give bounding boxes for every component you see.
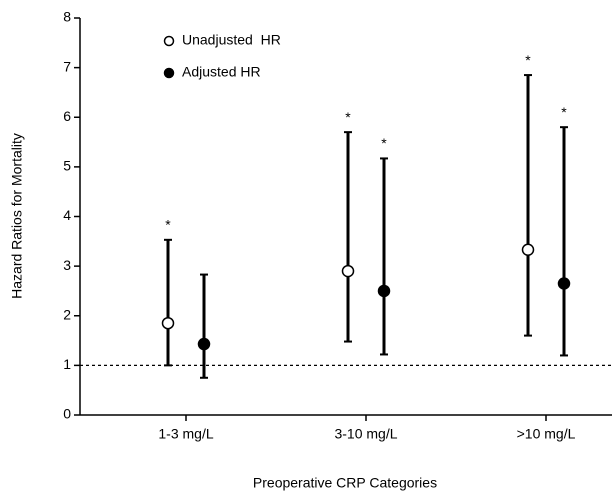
legend-marker bbox=[163, 35, 175, 47]
point bbox=[341, 264, 355, 278]
y-tick-label: 2 bbox=[63, 306, 71, 322]
significance-label: * bbox=[381, 135, 387, 151]
point bbox=[197, 337, 211, 351]
y-tick-label: 1 bbox=[63, 356, 71, 372]
y-tick-label: 3 bbox=[63, 257, 71, 273]
x-tick-label: 3-10 mg/L bbox=[334, 426, 397, 442]
y-tick-label: 4 bbox=[63, 207, 71, 223]
legend-marker bbox=[163, 67, 175, 79]
significance-label: * bbox=[345, 109, 351, 125]
y-tick-label: 7 bbox=[63, 58, 71, 74]
legend-label: Adjusted HR bbox=[182, 64, 261, 80]
y-tick-label: 8 bbox=[63, 9, 71, 25]
x-tick-label: >10 mg/L bbox=[517, 426, 576, 442]
x-axis-label: Preoperative CRP Categories bbox=[253, 475, 437, 491]
y-tick-label: 6 bbox=[63, 108, 71, 124]
significance-label: * bbox=[165, 217, 171, 233]
point bbox=[557, 277, 571, 290]
legend-label: Unadjusted HR bbox=[182, 32, 281, 48]
y-axis-label: Hazard Ratios for Mortality bbox=[9, 133, 25, 299]
y-tick-label: 0 bbox=[63, 406, 71, 422]
significance-label: * bbox=[561, 104, 567, 120]
x-tick-label: 1-3 mg/L bbox=[158, 426, 213, 442]
point bbox=[521, 243, 535, 256]
y-tick-label: 5 bbox=[63, 158, 71, 174]
point bbox=[377, 284, 391, 298]
point bbox=[161, 316, 175, 330]
significance-label: * bbox=[525, 52, 531, 68]
